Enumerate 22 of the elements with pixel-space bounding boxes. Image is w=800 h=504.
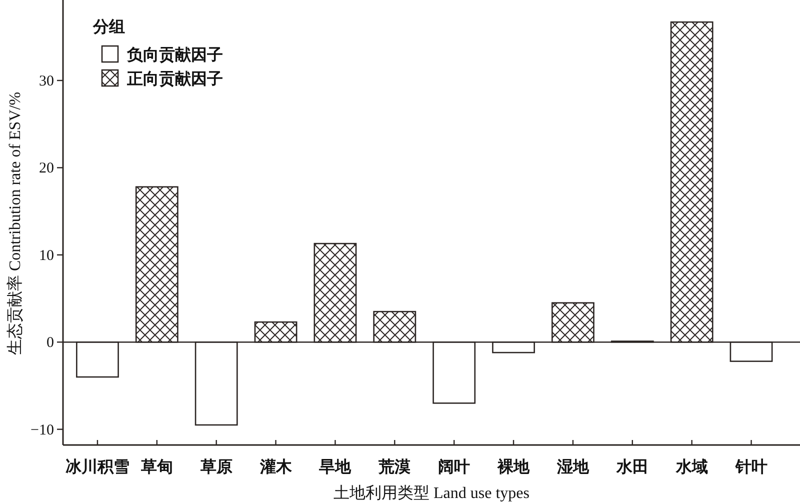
x-tick-label: 草原	[199, 458, 232, 476]
y-tick-label: 20	[39, 160, 54, 177]
x-tick-label: 阔叶	[438, 458, 470, 476]
x-tick-label: 裸地	[496, 458, 531, 476]
x-tick-label: 旱地	[318, 458, 352, 476]
x-axis-title: 土地利用类型 Land use types	[334, 484, 530, 502]
legend-label: 负向贡献因子	[126, 46, 223, 64]
x-tick-label: 荒漠	[378, 458, 411, 476]
x-tick-label: 针叶	[734, 458, 768, 476]
legend-title: 分组	[92, 18, 125, 36]
y-tick-label: 10	[39, 248, 54, 264]
x-tick-label: 湿地	[556, 458, 590, 476]
x-tick-label: 水域	[674, 458, 708, 476]
x-tick-label: 冰川积雪	[65, 458, 130, 476]
y-tick-label: −10	[30, 422, 54, 438]
x-tick-label: 水田	[615, 458, 648, 476]
y-tick-label: 0	[46, 335, 54, 352]
x-tick-label: 草甸	[140, 458, 173, 476]
y-axis-title: 生态贡献率 Contribution rate of ESV/%	[6, 92, 24, 356]
y-tick-label: 30	[39, 73, 54, 90]
x-tick-label: 灌木	[258, 458, 293, 476]
legend-label: 正向贡献因子	[126, 70, 223, 88]
